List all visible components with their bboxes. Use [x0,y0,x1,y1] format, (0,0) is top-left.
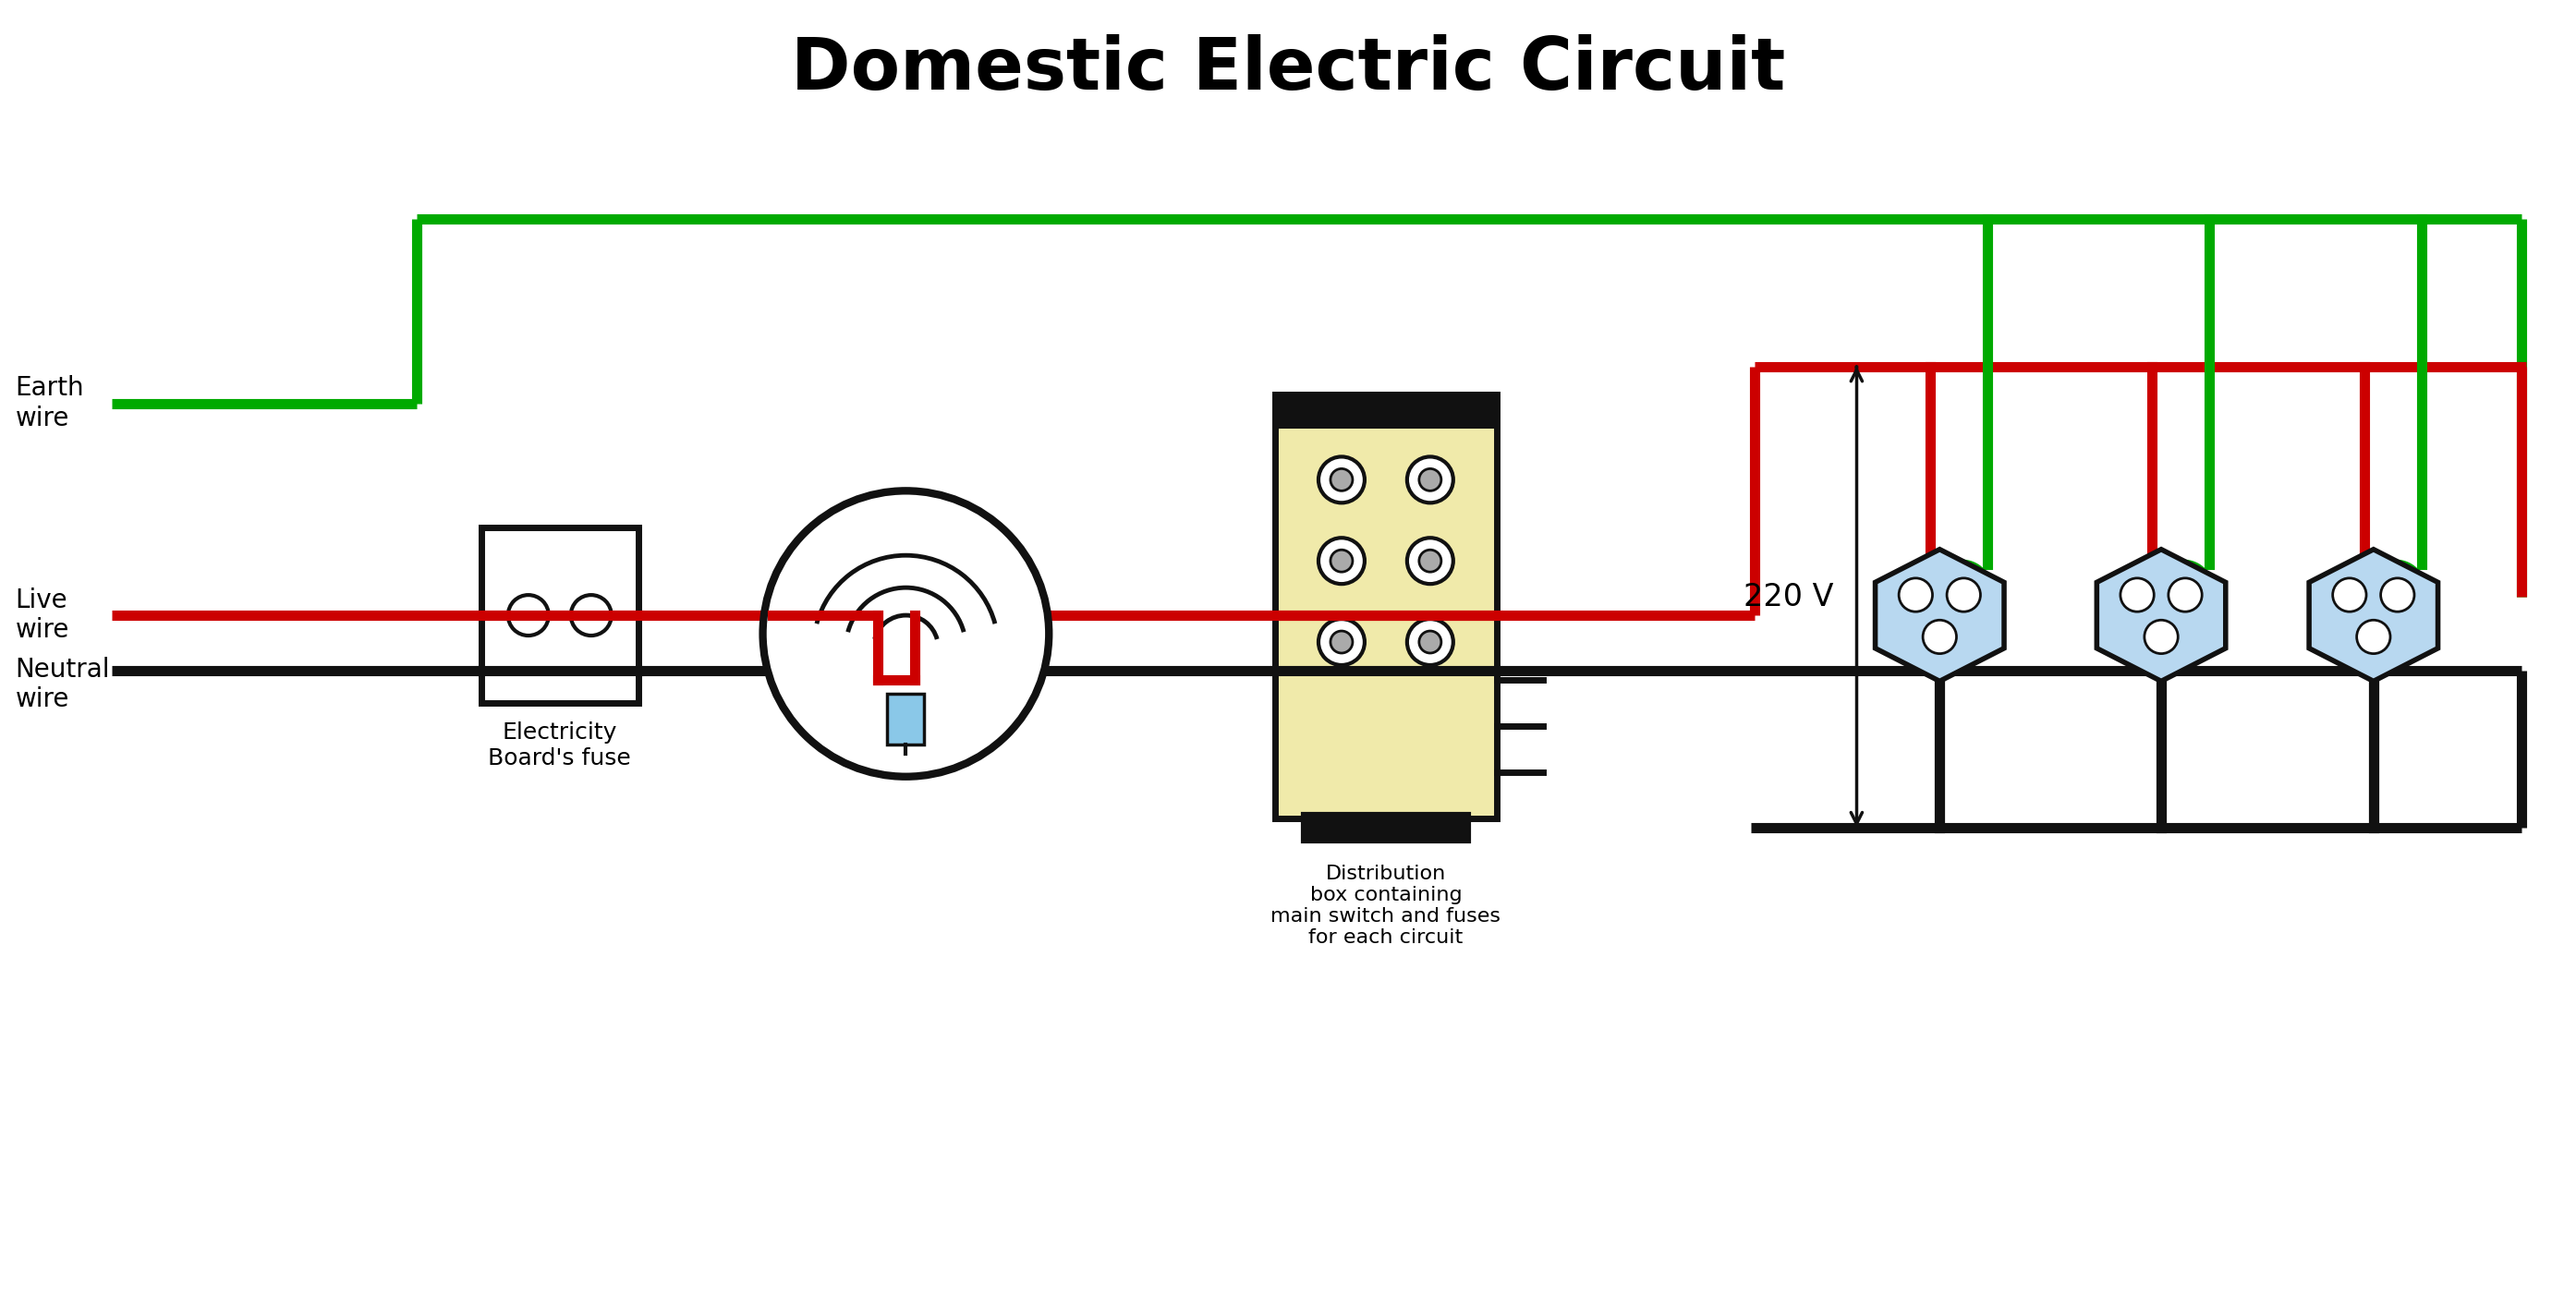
FancyBboxPatch shape [1275,394,1497,429]
Circle shape [1419,468,1440,490]
FancyBboxPatch shape [886,693,925,744]
Circle shape [1329,468,1352,490]
Circle shape [1319,456,1365,502]
Text: Domestic Electric Circuit: Domestic Electric Circuit [791,34,1785,105]
Circle shape [1329,549,1352,572]
Circle shape [2380,578,2414,612]
Text: Distribution
box containing
main switch and fuses
for each circuit: Distribution box containing main switch … [1270,865,1502,947]
Circle shape [1406,538,1453,583]
Circle shape [572,595,611,636]
Circle shape [1406,619,1453,664]
Circle shape [1329,630,1352,653]
Circle shape [762,490,1048,777]
FancyBboxPatch shape [1303,814,1468,841]
Polygon shape [2308,549,2437,681]
Circle shape [1922,620,1955,654]
Text: Electricity
meter: Electricity meter [848,721,963,769]
FancyBboxPatch shape [482,527,639,702]
Circle shape [1419,630,1440,653]
Text: Earth
wire: Earth wire [15,375,85,432]
Circle shape [1319,619,1365,664]
Circle shape [1899,578,1932,612]
Circle shape [1406,456,1453,502]
Polygon shape [1875,549,2004,681]
FancyBboxPatch shape [1275,394,1497,818]
Circle shape [1947,578,1981,612]
Text: Live
wire: Live wire [15,587,70,644]
Circle shape [1319,538,1365,583]
Circle shape [2143,620,2177,654]
Circle shape [2357,620,2391,654]
Polygon shape [2097,549,2226,681]
Circle shape [1419,549,1440,572]
Text: 220 V: 220 V [1744,582,1834,612]
Circle shape [2120,578,2154,612]
Circle shape [2169,578,2202,612]
Circle shape [2334,578,2367,612]
Text: Electricity
Board's fuse: Electricity Board's fuse [489,721,631,769]
Circle shape [507,595,549,636]
Text: Neutral
wire: Neutral wire [15,657,111,713]
